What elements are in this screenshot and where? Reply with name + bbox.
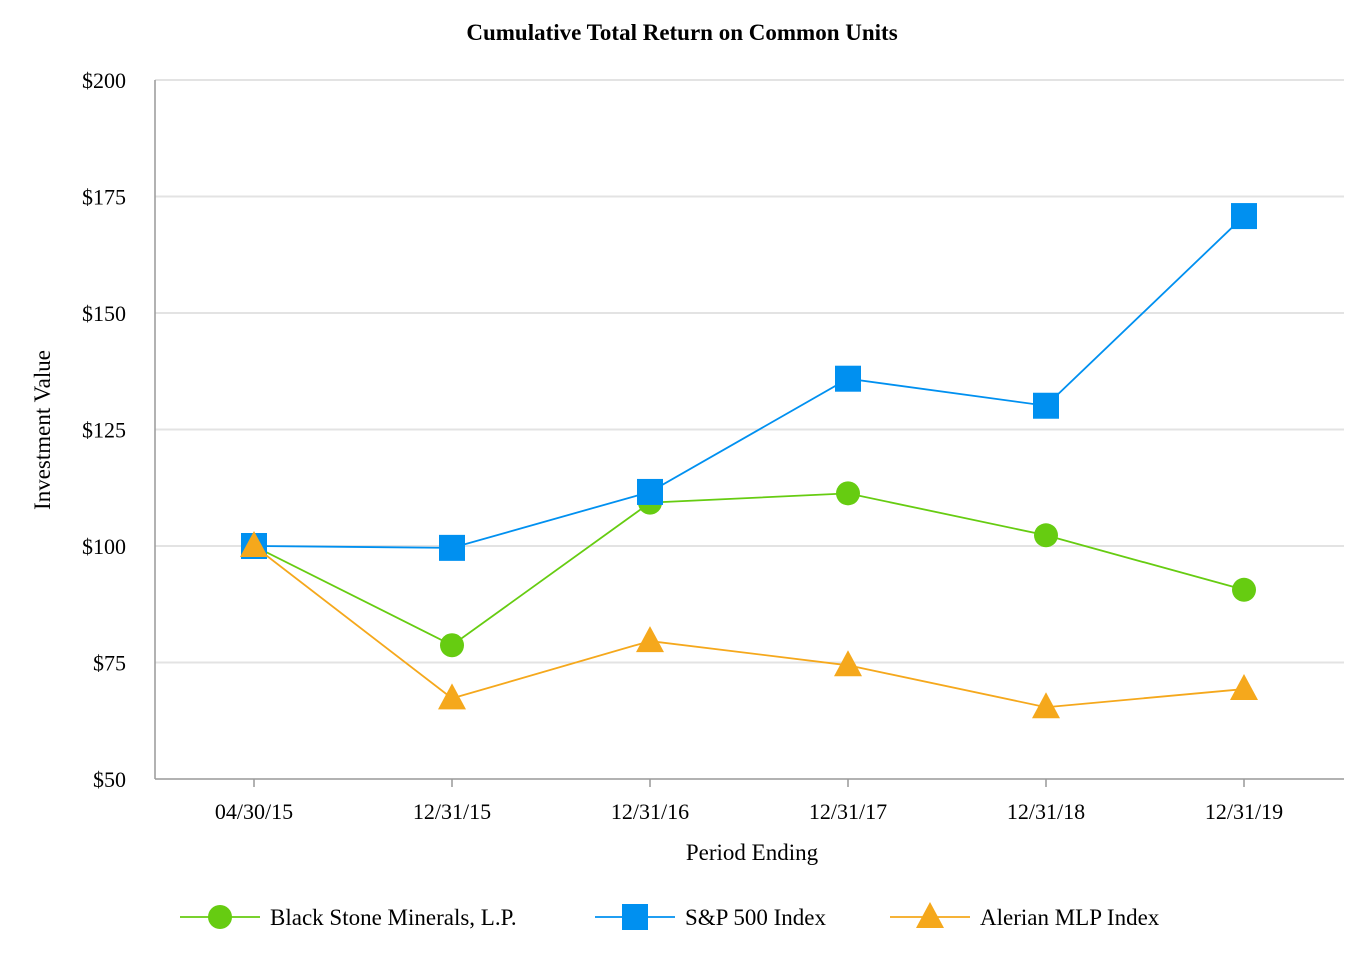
data-point-black-stone-minerals-l-p	[836, 481, 860, 506]
series-black-stone-minerals-l-p	[242, 481, 1256, 658]
x-tick-label: 04/30/15	[215, 799, 293, 824]
y-axis-label: Investment Value	[30, 350, 55, 510]
y-tick-label: $125	[82, 418, 126, 443]
x-tick-label: 12/31/18	[1007, 799, 1085, 824]
data-point-black-stone-minerals-l-p	[1034, 523, 1058, 548]
axis-layer	[154, 80, 1344, 780]
series-s-p-500-index	[241, 203, 1257, 561]
y-tick-label: $50	[93, 767, 126, 792]
x-tick-label: 12/31/19	[1205, 799, 1283, 824]
series-line-alerian-mlp-index	[253, 545, 1245, 709]
data-point-s-p-500-index	[439, 534, 465, 561]
data-point-alerian-mlp-index	[240, 531, 268, 557]
legend-marker-circle	[208, 905, 232, 929]
data-point-black-stone-minerals-l-p	[440, 633, 464, 658]
x-axis-label: Period Ending	[686, 840, 819, 865]
x-tick-label: 12/31/17	[809, 799, 887, 824]
series-layer	[240, 203, 1258, 719]
data-point-s-p-500-index	[637, 478, 663, 505]
y-tick-labels: $50 $75 $100 $125 $150 $175 $200	[82, 68, 126, 792]
legend-label: S&P 500 Index	[685, 905, 826, 930]
data-point-alerian-mlp-index	[438, 683, 466, 710]
legend-label: Black Stone Minerals, L.P.	[270, 905, 517, 930]
grid-layer	[155, 79, 1344, 664]
x-tick-label: 12/31/15	[413, 799, 491, 824]
legend-item-s-p-500-index: S&P 500 Index	[595, 904, 826, 930]
legend-item-alerian-mlp-index: Alerian MLP Index	[890, 902, 1160, 930]
data-point-black-stone-minerals-l-p	[1232, 577, 1256, 602]
data-point-s-p-500-index	[1033, 392, 1059, 419]
data-point-alerian-mlp-index	[834, 650, 862, 677]
y-tick-label: $75	[93, 651, 126, 676]
legend: Black Stone Minerals, L.P. S&P 500 Index A…	[180, 902, 1160, 930]
data-point-alerian-mlp-index	[636, 626, 664, 653]
legend-marker-triangle	[916, 902, 944, 928]
legend-label: Alerian MLP Index	[980, 905, 1160, 930]
series-line-s-p-500-index	[253, 215, 1245, 549]
data-point-s-p-500-index	[1231, 203, 1257, 230]
legend-item-black-stone-minerals-l-p: Black Stone Minerals, L.P.	[180, 905, 517, 930]
chart-title: Cumulative Total Return on Common Units	[466, 20, 897, 45]
legend-marker-square	[622, 904, 648, 930]
series-alerian-mlp-index	[240, 531, 1258, 719]
y-tick-label: $150	[82, 301, 126, 326]
x-tick-label: 12/31/16	[611, 799, 689, 824]
data-point-alerian-mlp-index	[1230, 674, 1258, 701]
y-tick-label: $175	[82, 185, 126, 210]
y-tick-label: $200	[82, 68, 126, 93]
data-point-alerian-mlp-index	[1032, 692, 1060, 719]
data-point-s-p-500-index	[835, 365, 861, 392]
x-tick-labels: 04/30/15 12/31/15 12/31/16 12/31/17 12/31/18…	[215, 779, 1283, 824]
y-tick-label: $100	[82, 534, 126, 559]
series-line-black-stone-minerals-l-p	[253, 492, 1245, 647]
